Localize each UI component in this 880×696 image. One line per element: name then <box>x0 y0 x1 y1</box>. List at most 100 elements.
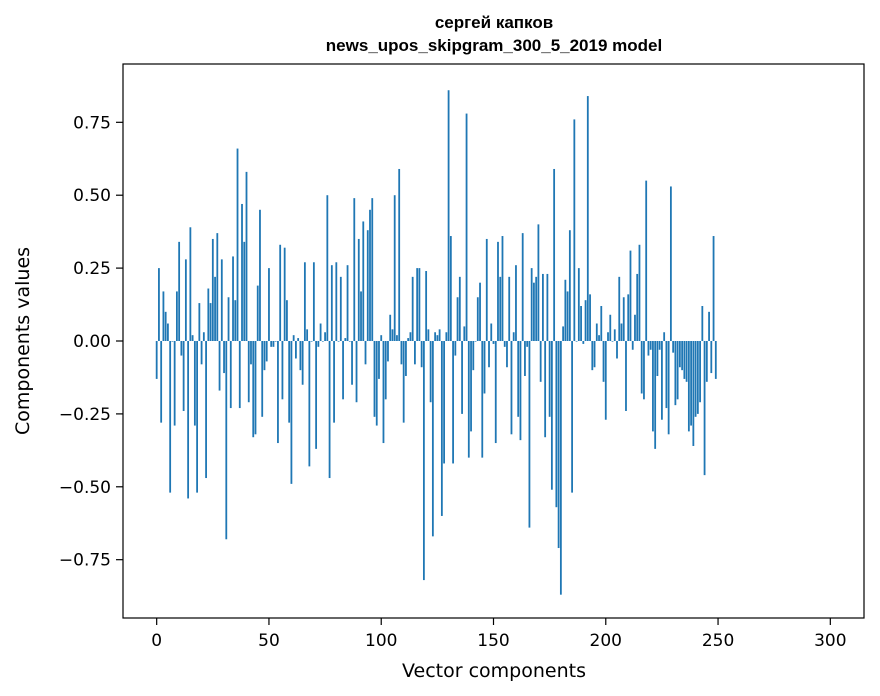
bar-134 <box>456 297 459 341</box>
bar-72 <box>317 341 320 347</box>
bar-39 <box>243 241 246 341</box>
bar-169 <box>535 276 538 341</box>
bar-33 <box>229 341 232 409</box>
bar-107 <box>396 335 398 341</box>
bar-0 <box>155 341 158 379</box>
bar-167 <box>530 268 533 341</box>
x-axis-label: Vector components <box>402 660 586 682</box>
bar-164 <box>524 341 526 376</box>
bar-221 <box>652 341 654 432</box>
bar-77 <box>328 341 331 479</box>
bar-228 <box>667 341 670 435</box>
bar-3 <box>162 291 165 341</box>
bar-46 <box>259 209 261 341</box>
bar-14 <box>187 341 190 499</box>
bar-198 <box>600 306 603 341</box>
bar-209 <box>625 341 627 411</box>
bar-128 <box>443 341 445 464</box>
bar-152 <box>497 241 499 341</box>
bar-79 <box>333 341 335 423</box>
x-tick-label: 200 <box>590 631 622 651</box>
bar-103 <box>387 341 389 362</box>
bar-191 <box>584 300 587 341</box>
bar-43 <box>252 341 255 438</box>
bar-122 <box>429 341 432 403</box>
y-tick-label: −0.50 <box>59 478 111 498</box>
bar-243 <box>701 306 704 341</box>
bar-27 <box>216 233 219 341</box>
bar-178 <box>555 341 558 508</box>
bar-166 <box>528 341 531 528</box>
bar-231 <box>674 341 677 406</box>
bar-139 <box>467 341 470 458</box>
bar-48 <box>263 341 266 371</box>
bar-185 <box>571 341 573 493</box>
bar-12 <box>182 341 185 411</box>
bar-248 <box>712 236 715 341</box>
x-tick-label: 300 <box>814 631 846 651</box>
bar-230 <box>672 341 675 353</box>
bar-67 <box>306 329 309 341</box>
bar-57 <box>283 247 286 341</box>
bar-17 <box>193 341 196 426</box>
bar-44 <box>254 341 257 435</box>
bar-19 <box>198 303 201 341</box>
bar-88 <box>353 198 356 341</box>
bar-193 <box>589 294 591 341</box>
bar-41 <box>247 341 250 403</box>
bar-241 <box>696 341 699 414</box>
bar-47 <box>261 341 264 417</box>
y-tick-label: −0.75 <box>59 551 111 571</box>
bar-114 <box>411 276 414 341</box>
y-axis: −0.75 −0.50 −0.25 0.00 0.25 0.50 0.75 <box>59 113 123 571</box>
bar-136 <box>461 341 463 414</box>
bar-87 <box>351 341 353 385</box>
bar-171 <box>539 341 542 382</box>
bar-149 <box>490 323 493 341</box>
bar-244 <box>703 341 706 476</box>
bar-98 <box>375 341 378 426</box>
bar-227 <box>665 341 668 409</box>
bar-95 <box>369 209 371 341</box>
x-tick-label: 0 <box>151 631 162 651</box>
bar-142 <box>474 341 477 342</box>
bar-10 <box>178 241 181 341</box>
bar-2 <box>160 341 163 423</box>
bar-42 <box>250 341 252 365</box>
bar-76 <box>326 195 329 341</box>
bar-180 <box>559 341 562 595</box>
bar-204 <box>613 329 616 341</box>
bar-117 <box>418 268 421 341</box>
bar-26 <box>214 276 216 341</box>
bar-168 <box>533 282 535 341</box>
bar-202 <box>609 314 612 341</box>
x-tick-label: 150 <box>477 631 509 651</box>
bar-151 <box>494 341 497 444</box>
bar-147 <box>485 238 488 341</box>
bar-224 <box>658 341 661 350</box>
bar-203 <box>611 341 614 342</box>
bar-11 <box>180 341 183 356</box>
bar-55 <box>279 244 282 341</box>
bar-192 <box>586 96 589 341</box>
bar-247 <box>710 341 713 374</box>
bar-196 <box>595 323 598 341</box>
bar-188 <box>577 268 580 341</box>
bar-66 <box>303 262 306 341</box>
bar-28 <box>218 341 221 391</box>
bar-183 <box>566 291 569 341</box>
bar-155 <box>503 341 506 347</box>
bar-65 <box>301 341 304 385</box>
chart-title-line1: сергей капков <box>435 13 553 32</box>
bar-240 <box>694 341 697 417</box>
bar-135 <box>458 276 461 341</box>
bar-130 <box>447 90 450 342</box>
bar-131 <box>449 236 452 341</box>
bar-229 <box>669 186 672 341</box>
bar-215 <box>638 244 641 341</box>
bar-216 <box>640 341 643 394</box>
bar-23 <box>207 288 210 341</box>
bar-40 <box>245 171 248 341</box>
bar-89 <box>355 341 358 403</box>
bar-20 <box>200 341 203 365</box>
